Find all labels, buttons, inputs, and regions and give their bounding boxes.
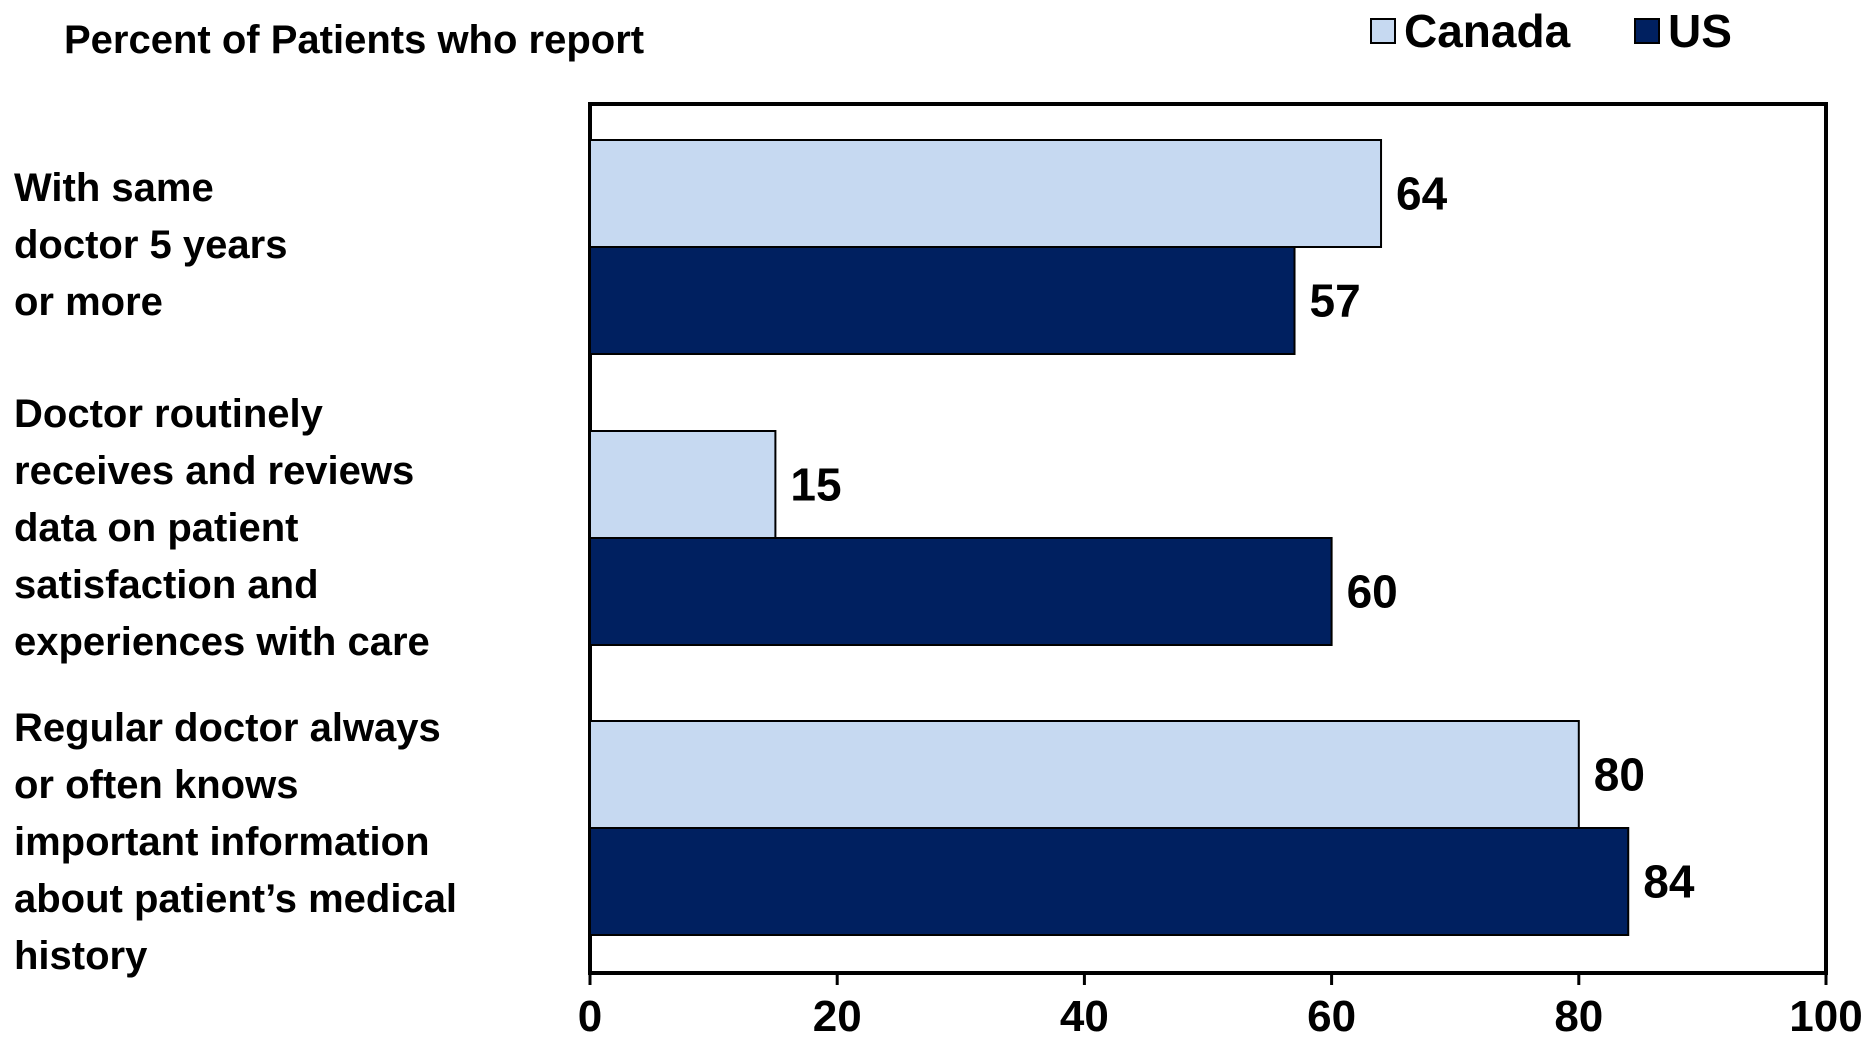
- bar-canada-same-doctor: [589, 139, 1383, 248]
- value-label-us-knows-history: 84: [1643, 856, 1695, 908]
- legend-label-us: US: [1668, 5, 1732, 57]
- category-label-knows-history: Regular doctor always or often knows imp…: [14, 706, 458, 978]
- value-label-canada-knows-history: 80: [1594, 749, 1645, 801]
- chart-title: Percent of Patients who report: [64, 18, 645, 62]
- bar-canada-knows-history: [589, 720, 1580, 829]
- legend-swatch-us: [1634, 18, 1660, 44]
- bar-us-same-doctor: [589, 246, 1296, 355]
- x-tick-label-0: 0: [578, 992, 602, 1041]
- x-tick-label-20: 20: [813, 992, 862, 1041]
- value-label-canada-routinely-reviews: 15: [790, 459, 841, 511]
- legend-swatch-canada: [1370, 18, 1396, 44]
- value-label-canada-same-doctor: 64: [1396, 168, 1448, 220]
- bar-us-knows-history: [589, 827, 1630, 936]
- x-tick-label-60: 60: [1307, 992, 1356, 1041]
- bar-canada-routinely-reviews: [589, 430, 777, 539]
- value-label-us-routinely-reviews: 60: [1347, 566, 1398, 618]
- x-tick-label-40: 40: [1060, 992, 1109, 1041]
- legend-label-canada: Canada: [1404, 5, 1571, 57]
- legend-item-us: US: [1634, 4, 1732, 58]
- value-label-us-same-doctor: 57: [1310, 275, 1361, 327]
- bar-us-routinely-reviews: [589, 537, 1333, 646]
- category-label-routinely-reviews: Doctor routinely receives and reviews da…: [14, 392, 430, 664]
- x-tick-label-100: 100: [1789, 992, 1862, 1041]
- legend-item-canada: Canada: [1370, 4, 1570, 58]
- category-label-same-doctor: With same doctor 5 years or more: [14, 166, 288, 324]
- x-tick-label-80: 80: [1554, 992, 1603, 1041]
